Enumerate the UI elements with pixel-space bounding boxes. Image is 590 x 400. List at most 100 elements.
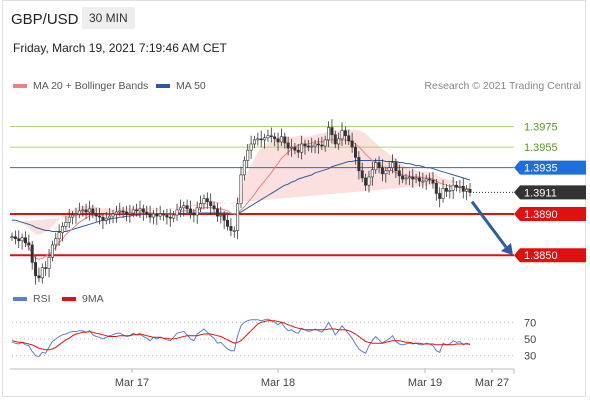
candle-body [195, 207, 199, 216]
candle-body [441, 187, 445, 199]
candle-body [91, 208, 95, 215]
candle-body [40, 267, 44, 279]
legend-ma9-label: 9MA [82, 293, 104, 305]
candle-body [256, 138, 260, 141]
candle-body [323, 139, 327, 147]
candle-body [175, 209, 179, 216]
candle-body [448, 190, 452, 192]
candle-body [236, 203, 240, 231]
candle-body [377, 162, 381, 168]
candle-body [222, 214, 226, 221]
candle-body [182, 205, 186, 209]
candle-body [438, 193, 442, 199]
level-label-1.3911: 1.3911 [524, 187, 557, 199]
rsi-tick-label: 30 [524, 351, 536, 363]
candle-body [108, 215, 112, 219]
candle-body [54, 238, 58, 246]
candle-body [226, 219, 230, 227]
candle-body [178, 207, 182, 211]
rsi-swatch [13, 297, 27, 302]
legend-bollinger: MA 20 + Bollinger Bands [13, 80, 148, 92]
rsi-ma9-line [11, 320, 470, 351]
candle-body [424, 178, 428, 182]
candle-body [212, 205, 216, 210]
candle-body [27, 242, 31, 246]
candle-body [239, 174, 243, 205]
candle-body [94, 213, 98, 217]
candle-body [421, 180, 425, 183]
candle-body [306, 145, 310, 148]
candle-body [300, 143, 304, 153]
ma9-swatch [62, 297, 76, 302]
ma20-line [11, 139, 471, 260]
candle-body [17, 238, 21, 242]
candle-body [465, 189, 469, 192]
candle-body [451, 184, 455, 191]
candle-body [242, 160, 246, 176]
candle-body [125, 211, 129, 215]
candle-body [118, 210, 122, 213]
candle-body [188, 208, 192, 214]
candle-body [10, 236, 14, 238]
candle-body [71, 214, 75, 218]
candle-body [57, 232, 61, 240]
candle-body [347, 135, 351, 142]
level-tag-1.3911 [514, 185, 586, 200]
candle-body [458, 185, 462, 188]
rsi-tick-label: 50 [524, 334, 536, 346]
candle-body [320, 144, 324, 147]
candle-body [158, 213, 162, 217]
candle-body [104, 217, 108, 221]
copyright: Research © 2021 Trading Central [424, 80, 581, 92]
candle-body [114, 211, 118, 215]
candle-body [84, 209, 88, 213]
level-label-1.3890: 1.3890 [524, 209, 558, 221]
candle-body [215, 208, 219, 217]
bollinger-band [12, 129, 467, 235]
candle-body [50, 244, 54, 258]
candle-body [202, 198, 206, 205]
candles [10, 119, 472, 285]
candle-body [74, 213, 78, 216]
candle-body [37, 275, 41, 279]
candle-body [316, 143, 320, 146]
candle-body [276, 138, 280, 143]
x-tick-label: Mar 17 [115, 377, 149, 389]
candle-body [44, 267, 48, 269]
candle-body [296, 149, 300, 153]
candle-body [353, 146, 357, 158]
timeframe-badge[interactable]: 30 MIN [82, 7, 135, 29]
candle-body [165, 214, 169, 218]
candle-body [327, 127, 331, 141]
candle-body [199, 203, 203, 209]
candle-body [401, 175, 405, 180]
candle-body [131, 209, 135, 214]
level-tag-1.3935 [514, 160, 586, 175]
candle-body [394, 162, 398, 172]
candle-body [219, 214, 223, 217]
candle-body [387, 167, 391, 172]
candle-body [370, 169, 374, 178]
candle-body [407, 176, 411, 179]
candle-body [283, 136, 287, 144]
candle-body [209, 201, 213, 207]
candle-body [145, 211, 149, 215]
candle-body [273, 136, 277, 140]
candle-body [61, 226, 65, 233]
candle-body [414, 177, 418, 180]
candle-body [23, 237, 27, 244]
candle-body [290, 146, 294, 149]
candle-body [232, 230, 236, 232]
candle-body [47, 256, 51, 269]
candle-body [313, 143, 317, 147]
legend-ma9: 9MA [62, 293, 104, 305]
candle-body [252, 139, 256, 145]
candle-body [259, 138, 263, 141]
legend-rsi-label: RSI [33, 293, 51, 305]
candle-body [337, 138, 341, 145]
level-label-1.3975: 1.3975 [524, 121, 558, 133]
forecast-arrowhead [501, 243, 513, 256]
candle-body [64, 221, 68, 227]
x-tick-label: Mar 19 [408, 377, 442, 389]
